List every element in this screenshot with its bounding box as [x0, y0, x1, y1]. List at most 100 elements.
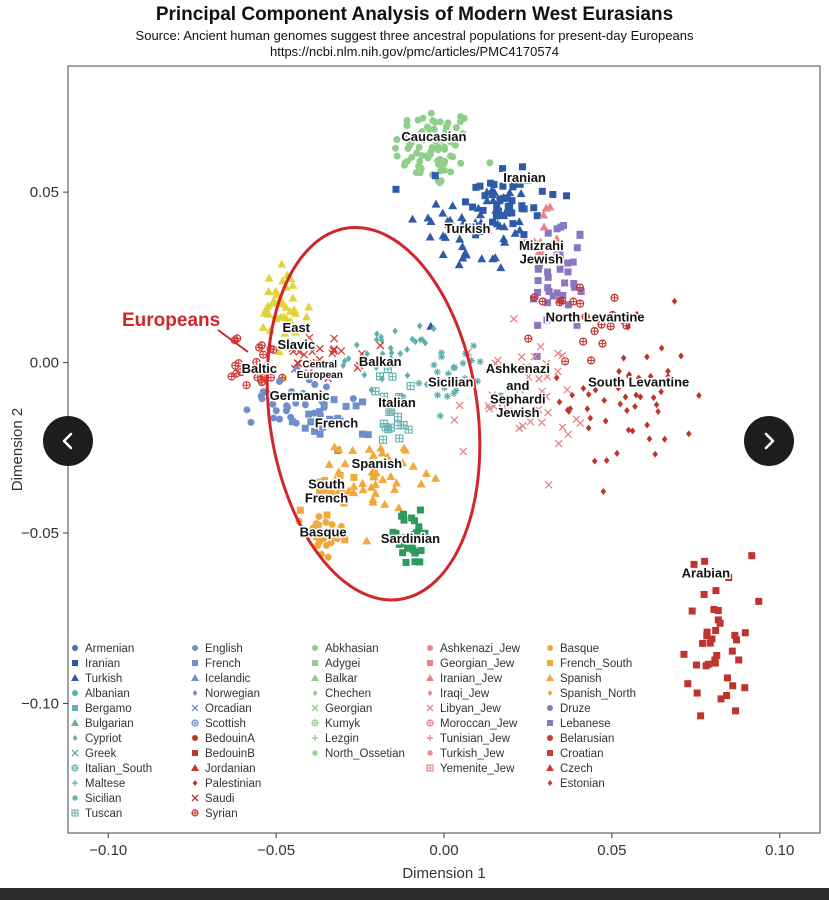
data-point-south-levantine [625, 323, 631, 331]
data-point-arabian [741, 684, 749, 692]
data-point-south-levantine [600, 487, 607, 495]
data-point-mizrahi-jewish [564, 268, 572, 276]
data-point-arabian [697, 712, 705, 720]
data-point-central-european [295, 347, 304, 356]
data-point-south-levantine [585, 390, 592, 398]
legend-marker [192, 780, 198, 786]
legend-marker [312, 660, 318, 666]
data-point-spanish [348, 445, 358, 454]
data-point-turkish [499, 211, 509, 220]
data-point-germanic [301, 395, 309, 403]
data-point-germanic [310, 409, 318, 417]
data-point-north-levantine [524, 334, 533, 343]
data-point-arabian [701, 557, 709, 565]
data-point-baltic [252, 357, 261, 367]
data-point-south-levantine [658, 344, 665, 352]
data-point-north-levantine [575, 283, 585, 292]
source-url[interactable]: https://ncbi.nlm.nih.gov/pmc/articles/PM… [269, 44, 560, 59]
data-point-french [364, 431, 372, 439]
legend-label: Basque [560, 643, 599, 655]
data-point-mizrahi-jewish [559, 291, 567, 299]
data-point-spanish [358, 478, 368, 487]
data-point-french [319, 423, 327, 431]
data-point-south-levantine [587, 414, 594, 422]
data-point-arabian [702, 662, 710, 670]
data-point-germanic [269, 400, 277, 408]
y-axis-label: Dimension 2 [9, 408, 26, 491]
data-point-east-slavic [304, 302, 314, 311]
data-point-ashkenazi-and-sephardi-jewish [490, 402, 499, 411]
data-point-baltic [237, 367, 246, 377]
data-point-south-levantine [624, 407, 630, 415]
legend-label: Spanish [560, 673, 602, 685]
data-point-arabian [700, 590, 708, 598]
data-point-germanic [281, 394, 289, 402]
legend-label: Tuscan [85, 808, 122, 820]
data-point-balkan [373, 364, 380, 372]
legend-marker [72, 795, 78, 801]
europeans-callout-line [217, 329, 249, 353]
data-point-south-levantine [625, 426, 632, 434]
data-point-spanish [408, 461, 418, 470]
data-point-arabian [712, 587, 720, 595]
legend-marker [311, 674, 319, 681]
data-point-arabian [733, 636, 741, 644]
legend-label: Greek [85, 748, 117, 760]
data-point-south-levantine [615, 384, 622, 392]
data-point-south-french [336, 471, 344, 479]
data-point-mizrahi-jewish [544, 284, 552, 292]
legend-marker [427, 735, 433, 741]
legend-label: Albanian [85, 688, 130, 700]
data-point-basque [315, 538, 323, 546]
data-point-east-slavic [290, 327, 300, 336]
data-point-turkish [505, 188, 515, 197]
chart-title: Principal Component Analysis of Modern W… [155, 4, 674, 25]
legend-label: Maltese [85, 778, 125, 790]
prev-button[interactable] [43, 416, 93, 466]
data-point-mizrahi-jewish [534, 277, 542, 285]
data-point-iranian-jew [539, 210, 549, 219]
data-point-iranian [516, 180, 524, 188]
data-point-iranian-jew [537, 247, 547, 256]
cluster-label: Iranian [503, 170, 546, 185]
legend-marker [427, 750, 433, 756]
data-point-spanish [390, 484, 400, 493]
legend-marker [547, 720, 553, 726]
data-point-caucasian [435, 179, 443, 187]
data-point-turkish [474, 227, 484, 236]
data-point-ashkenazi-and-sephardi-jewish [536, 342, 545, 351]
data-point-sicilian [415, 379, 423, 387]
data-point-germanic [317, 390, 325, 398]
data-point-caucasian [393, 136, 401, 144]
data-point-caucasian [416, 130, 424, 138]
data-point-south-levantine [634, 310, 640, 318]
data-point-east-slavic [288, 280, 298, 289]
data-point-baltic [259, 350, 268, 359]
data-point-iranian [487, 179, 495, 187]
data-point-iranian-jew [529, 237, 539, 246]
data-point-ashkenazi-and-sephardi-jewish [530, 352, 539, 361]
data-point-caucasian [486, 159, 494, 167]
data-point-spanish [366, 482, 376, 491]
data-point-turkish [491, 205, 501, 214]
data-point-mizrahi-jewish [554, 248, 562, 256]
cluster-label: Italian [378, 395, 416, 410]
data-point-caucasian [408, 153, 416, 161]
data-point-spanish [384, 456, 394, 465]
data-point-caucasian [407, 139, 415, 147]
data-point-arabian [729, 682, 737, 690]
data-point-arabian [717, 695, 725, 703]
data-point-sicilian [436, 412, 444, 420]
next-button[interactable] [744, 416, 794, 466]
data-point-iranian [461, 198, 469, 206]
data-point-turkish [445, 225, 455, 234]
data-point-iranian [392, 185, 400, 193]
data-point-balkan [361, 371, 368, 379]
data-point-mizrahi-jewish [556, 265, 564, 273]
legend-marker [71, 674, 79, 681]
data-point-balkan [423, 380, 430, 388]
data-point-caucasian [427, 134, 435, 142]
data-point-sicilian [459, 359, 467, 367]
data-point-ashkenazi-and-sephardi-jewish [450, 416, 459, 425]
